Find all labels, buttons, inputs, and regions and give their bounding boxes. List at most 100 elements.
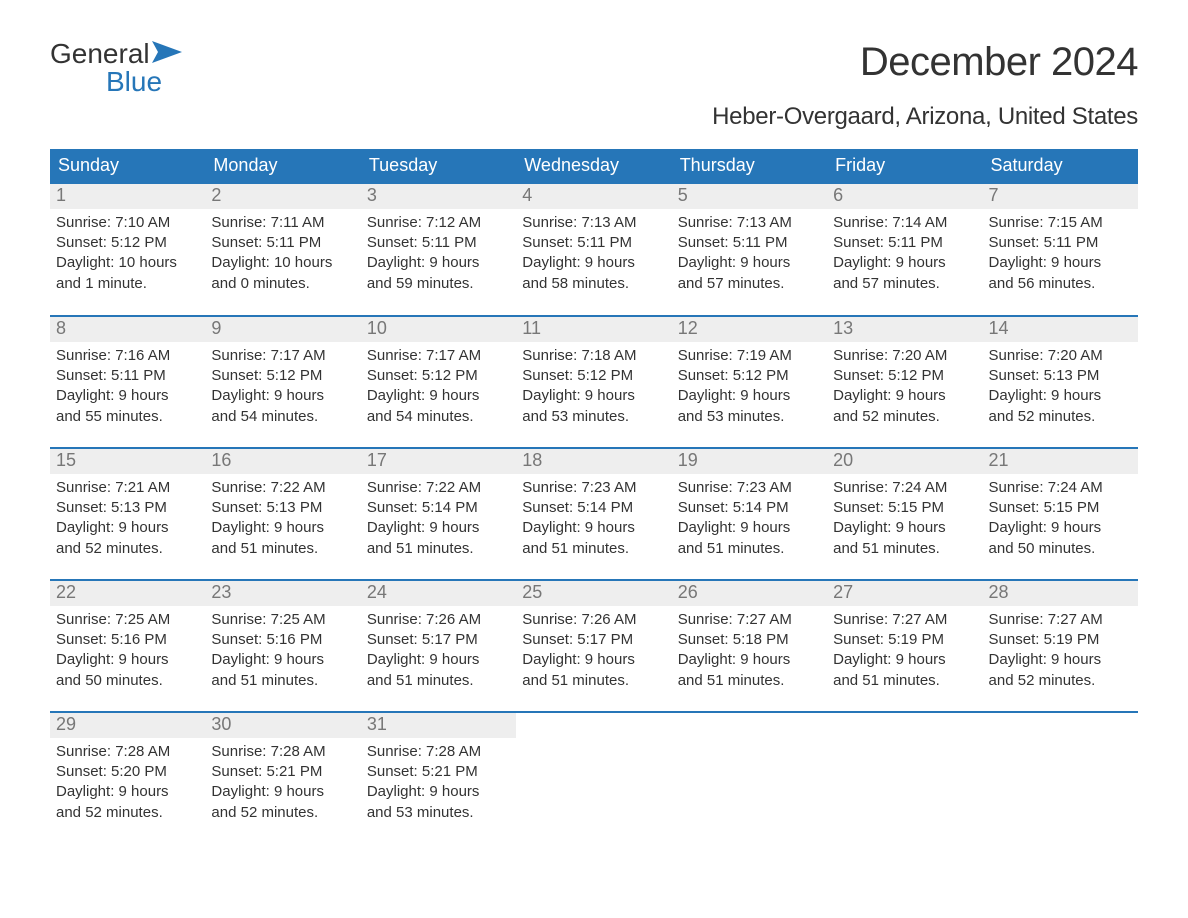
calendar-cell: 16Sunrise: 7:22 AMSunset: 5:13 PMDayligh… — [205, 448, 360, 580]
calendar-cell: 12Sunrise: 7:19 AMSunset: 5:12 PMDayligh… — [672, 316, 827, 448]
calendar-cell: 9Sunrise: 7:17 AMSunset: 5:12 PMDaylight… — [205, 316, 360, 448]
daylight-line: Daylight: 9 hours — [989, 650, 1132, 670]
day-number: 12 — [672, 317, 827, 342]
calendar-cell — [516, 712, 671, 844]
sunset-line: Sunset: 5:14 PM — [367, 498, 510, 518]
daylight-line: Daylight: 9 hours — [56, 386, 199, 406]
calendar-cell: 19Sunrise: 7:23 AMSunset: 5:14 PMDayligh… — [672, 448, 827, 580]
calendar-cell: 4Sunrise: 7:13 AMSunset: 5:11 PMDaylight… — [516, 184, 671, 316]
calendar-cell: 27Sunrise: 7:27 AMSunset: 5:19 PMDayligh… — [827, 580, 982, 712]
calendar-cell: 5Sunrise: 7:13 AMSunset: 5:11 PMDaylight… — [672, 184, 827, 316]
day-number: 17 — [361, 449, 516, 474]
calendar-cell: 6Sunrise: 7:14 AMSunset: 5:11 PMDaylight… — [827, 184, 982, 316]
day-header: Sunday — [50, 149, 205, 184]
sunrise-line: Sunrise: 7:20 AM — [989, 346, 1132, 366]
calendar-cell: 11Sunrise: 7:18 AMSunset: 5:12 PMDayligh… — [516, 316, 671, 448]
calendar-cell: 24Sunrise: 7:26 AMSunset: 5:17 PMDayligh… — [361, 580, 516, 712]
calendar-week: 8Sunrise: 7:16 AMSunset: 5:11 PMDaylight… — [50, 316, 1138, 448]
day-detail: Sunrise: 7:20 AMSunset: 5:12 PMDaylight:… — [827, 342, 982, 433]
day-detail: Sunrise: 7:27 AMSunset: 5:18 PMDaylight:… — [672, 606, 827, 697]
day-detail: Sunrise: 7:17 AMSunset: 5:12 PMDaylight:… — [205, 342, 360, 433]
sunrise-line: Sunrise: 7:28 AM — [211, 742, 354, 762]
day-number: 24 — [361, 581, 516, 606]
sunset-line: Sunset: 5:12 PM — [367, 366, 510, 386]
sunrise-line: Sunrise: 7:28 AM — [367, 742, 510, 762]
day-header: Monday — [205, 149, 360, 184]
sunrise-line: Sunrise: 7:21 AM — [56, 478, 199, 498]
sunset-line: Sunset: 5:11 PM — [367, 233, 510, 253]
sunrise-line: Sunrise: 7:27 AM — [678, 610, 821, 630]
day-number: 18 — [516, 449, 671, 474]
daylight-line: Daylight: 9 hours — [833, 650, 976, 670]
day-detail: Sunrise: 7:21 AMSunset: 5:13 PMDaylight:… — [50, 474, 205, 565]
sunrise-line: Sunrise: 7:10 AM — [56, 213, 199, 233]
daylight-line: and 52 minutes. — [989, 671, 1132, 691]
daylight-line: Daylight: 9 hours — [678, 650, 821, 670]
sunset-line: Sunset: 5:14 PM — [522, 498, 665, 518]
day-detail: Sunrise: 7:15 AMSunset: 5:11 PMDaylight:… — [983, 209, 1138, 300]
calendar-week: 1Sunrise: 7:10 AMSunset: 5:12 PMDaylight… — [50, 184, 1138, 316]
daylight-line: and 59 minutes. — [367, 274, 510, 294]
sunset-line: Sunset: 5:12 PM — [211, 366, 354, 386]
sunset-line: Sunset: 5:16 PM — [211, 630, 354, 650]
daylight-line: and 50 minutes. — [989, 539, 1132, 559]
calendar-cell: 22Sunrise: 7:25 AMSunset: 5:16 PMDayligh… — [50, 580, 205, 712]
day-number: 15 — [50, 449, 205, 474]
daylight-line: and 51 minutes. — [678, 539, 821, 559]
sunset-line: Sunset: 5:12 PM — [678, 366, 821, 386]
sunrise-line: Sunrise: 7:11 AM — [211, 213, 354, 233]
sunset-line: Sunset: 5:16 PM — [56, 630, 199, 650]
day-detail: Sunrise: 7:27 AMSunset: 5:19 PMDaylight:… — [983, 606, 1138, 697]
daylight-line: and 51 minutes. — [211, 539, 354, 559]
sunset-line: Sunset: 5:19 PM — [989, 630, 1132, 650]
daylight-line: and 57 minutes. — [678, 274, 821, 294]
sunrise-line: Sunrise: 7:22 AM — [367, 478, 510, 498]
calendar-cell: 21Sunrise: 7:24 AMSunset: 5:15 PMDayligh… — [983, 448, 1138, 580]
sunrise-line: Sunrise: 7:14 AM — [833, 213, 976, 233]
daylight-line: Daylight: 9 hours — [56, 782, 199, 802]
daylight-line: and 1 minute. — [56, 274, 199, 294]
sunrise-line: Sunrise: 7:26 AM — [367, 610, 510, 630]
day-detail: Sunrise: 7:14 AMSunset: 5:11 PMDaylight:… — [827, 209, 982, 300]
daylight-line: Daylight: 9 hours — [989, 386, 1132, 406]
calendar-week: 22Sunrise: 7:25 AMSunset: 5:16 PMDayligh… — [50, 580, 1138, 712]
sunset-line: Sunset: 5:17 PM — [367, 630, 510, 650]
sunset-line: Sunset: 5:12 PM — [833, 366, 976, 386]
sunset-line: Sunset: 5:13 PM — [989, 366, 1132, 386]
day-detail: Sunrise: 7:28 AMSunset: 5:21 PMDaylight:… — [205, 738, 360, 829]
calendar-cell: 1Sunrise: 7:10 AMSunset: 5:12 PMDaylight… — [50, 184, 205, 316]
sunset-line: Sunset: 5:11 PM — [211, 233, 354, 253]
daylight-line: and 51 minutes. — [833, 671, 976, 691]
daylight-line: Daylight: 9 hours — [211, 782, 354, 802]
daylight-line: Daylight: 9 hours — [56, 518, 199, 538]
day-number: 28 — [983, 581, 1138, 606]
sunset-line: Sunset: 5:11 PM — [56, 366, 199, 386]
daylight-line: and 54 minutes. — [211, 407, 354, 427]
day-number: 10 — [361, 317, 516, 342]
calendar-cell: 17Sunrise: 7:22 AMSunset: 5:14 PMDayligh… — [361, 448, 516, 580]
daylight-line: Daylight: 9 hours — [678, 253, 821, 273]
day-number: 19 — [672, 449, 827, 474]
sunrise-line: Sunrise: 7:22 AM — [211, 478, 354, 498]
sunrise-line: Sunrise: 7:17 AM — [211, 346, 354, 366]
day-number: 1 — [50, 184, 205, 209]
calendar-cell: 8Sunrise: 7:16 AMSunset: 5:11 PMDaylight… — [50, 316, 205, 448]
day-detail: Sunrise: 7:17 AMSunset: 5:12 PMDaylight:… — [361, 342, 516, 433]
sunset-line: Sunset: 5:21 PM — [211, 762, 354, 782]
calendar-cell: 18Sunrise: 7:23 AMSunset: 5:14 PMDayligh… — [516, 448, 671, 580]
daylight-line: and 54 minutes. — [367, 407, 510, 427]
calendar-cell: 25Sunrise: 7:26 AMSunset: 5:17 PMDayligh… — [516, 580, 671, 712]
sunset-line: Sunset: 5:12 PM — [522, 366, 665, 386]
day-number: 4 — [516, 184, 671, 209]
sunrise-line: Sunrise: 7:19 AM — [678, 346, 821, 366]
daylight-line: Daylight: 9 hours — [989, 253, 1132, 273]
sunset-line: Sunset: 5:11 PM — [678, 233, 821, 253]
flag-icon — [152, 40, 182, 68]
calendar-cell: 26Sunrise: 7:27 AMSunset: 5:18 PMDayligh… — [672, 580, 827, 712]
daylight-line: and 51 minutes. — [367, 539, 510, 559]
calendar-cell: 30Sunrise: 7:28 AMSunset: 5:21 PMDayligh… — [205, 712, 360, 844]
calendar-cell — [983, 712, 1138, 844]
day-detail: Sunrise: 7:28 AMSunset: 5:20 PMDaylight:… — [50, 738, 205, 829]
daylight-line: Daylight: 9 hours — [522, 253, 665, 273]
month-title: December 2024 — [712, 40, 1138, 85]
